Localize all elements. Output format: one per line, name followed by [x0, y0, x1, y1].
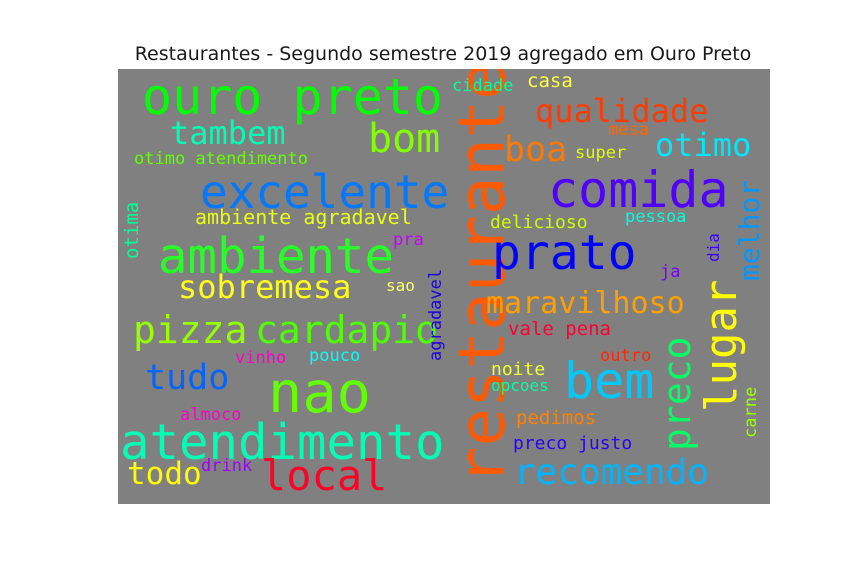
word-pedimos: pedimos	[516, 407, 597, 429]
word-vale-pena: vale pena	[508, 318, 611, 340]
chart-title: Restaurantes - Segundo semestre 2019 agr…	[134, 43, 752, 65]
word-cidade: cidade	[452, 76, 514, 96]
word-excelente: excelente	[200, 165, 450, 219]
word-recomendo: recomendo	[514, 452, 710, 493]
word-otimo: otimo	[655, 126, 752, 164]
word-casa: casa	[527, 70, 573, 92]
word-maravilhoso: maravilhoso	[486, 286, 685, 321]
word-tudo: tudo	[145, 358, 230, 398]
word-qualidade: qualidade	[535, 92, 709, 130]
word-bom: bom	[368, 116, 441, 162]
word-opcoes: opcoes	[491, 376, 549, 395]
word-pra: pra	[393, 230, 424, 250]
word-ambiente-agradavel: ambiente agradavel	[195, 205, 412, 229]
word-nao: nao	[268, 360, 371, 426]
word-pouco: pouco	[309, 346, 361, 366]
word-ambiente: ambiente	[158, 228, 395, 285]
word-melhor: melhor	[733, 179, 766, 281]
word-noite: noite	[491, 359, 546, 380]
word-vinho: vinho	[235, 348, 287, 368]
word-outro: outro	[600, 346, 652, 366]
word-preco: preco	[655, 336, 699, 451]
word-otima: otima	[121, 201, 143, 259]
word-sao: sao	[386, 276, 415, 295]
word-preco-justo: preco justo	[513, 433, 633, 454]
word-boa: boa	[504, 130, 568, 170]
word-almoco: almoco	[180, 405, 242, 425]
word-cloud: ouro preto restaurante comida excelente …	[118, 69, 770, 504]
word-bem: bem	[564, 352, 655, 410]
word-ja: ja	[660, 262, 681, 282]
word-otimo-atendimento: otimo atendimento	[134, 149, 308, 169]
word-delicioso: delicioso	[490, 212, 588, 233]
word-local: local	[261, 451, 388, 500]
word-mesa: mesa	[608, 120, 649, 140]
word-pessoa: pessoa	[625, 207, 687, 227]
word-comida: comida	[548, 161, 729, 219]
word-prato: prato	[492, 225, 637, 281]
word-lugar: lugar	[696, 279, 747, 412]
word-cardapio: cardapio	[255, 308, 439, 352]
word-super: super	[575, 143, 627, 163]
word-drink: drink	[201, 456, 253, 476]
word-tambem: tambem	[170, 114, 286, 152]
word-ouro-preto: ouro preto	[142, 69, 444, 126]
word-atendimento: atendimento	[120, 414, 445, 471]
word-agradavel: agradavel	[426, 268, 446, 361]
word-todo: todo	[127, 456, 202, 492]
word-pizza: pizza	[133, 308, 248, 352]
word-carne: carne	[741, 386, 761, 438]
word-dia: dia	[704, 233, 723, 262]
word-sobremesa: sobremesa	[178, 268, 352, 306]
